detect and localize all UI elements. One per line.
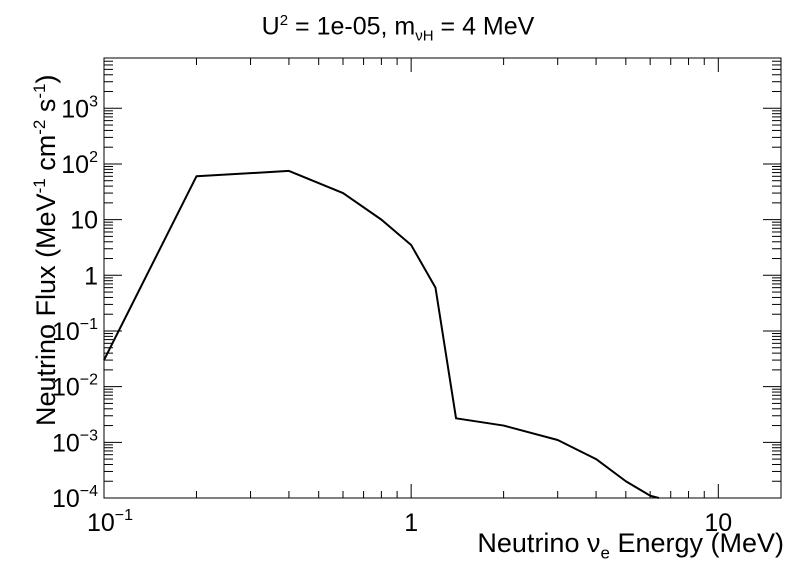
y-tick-label: 1	[84, 262, 98, 290]
x-tick-labels: 10−1 1 10	[87, 507, 732, 537]
y-axis-label: Neutrino Flux (MeV-1 cm-2 s-1)	[30, 74, 61, 426]
x-tick-label: 10−1	[87, 507, 133, 537]
flux-curve	[103, 169, 660, 499]
y-tick-label: 10	[70, 207, 98, 235]
plot-frame	[103, 57, 782, 499]
y-tick-label: 10−3	[52, 427, 98, 457]
y-ticks	[104, 57, 781, 499]
x-axis-label: Neutrino νe Energy (MeV)	[477, 528, 784, 563]
y-tick-label: 102	[61, 149, 98, 179]
x-tick-label: 1	[404, 509, 418, 537]
y-tick-label: 10−2	[52, 372, 98, 402]
y-tick-label: 10−1	[52, 316, 98, 346]
chart-title: U2 = 1e-05, mνH = 4 MeV	[261, 12, 535, 45]
y-tick-label: 10−4	[52, 483, 98, 513]
y-tick-labels: 10−4 10−3 10−2 10−1 1 10 102 103	[52, 93, 98, 513]
x-tick-label: 10	[704, 509, 732, 537]
y-tick-label: 103	[61, 93, 98, 123]
x-ticks	[103, 58, 719, 498]
